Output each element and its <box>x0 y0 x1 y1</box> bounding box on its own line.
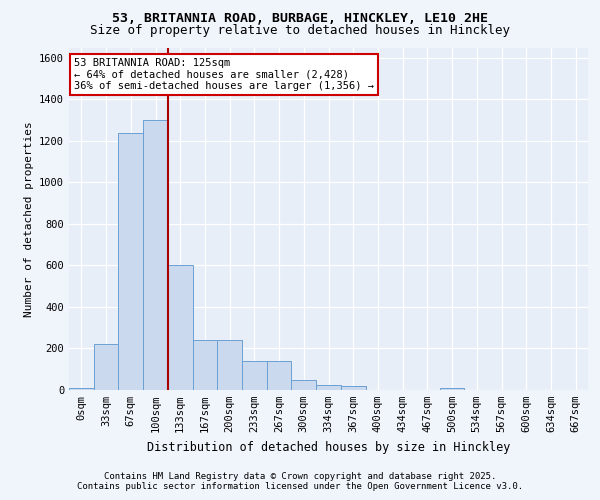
Bar <box>143 120 168 390</box>
Y-axis label: Number of detached properties: Number of detached properties <box>23 121 34 316</box>
Bar <box>118 132 143 390</box>
Text: Contains HM Land Registry data © Crown copyright and database right 2025.: Contains HM Land Registry data © Crown c… <box>104 472 496 481</box>
Bar <box>440 388 464 390</box>
Bar <box>217 340 242 390</box>
Text: Size of property relative to detached houses in Hinckley: Size of property relative to detached ho… <box>90 24 510 37</box>
Bar <box>242 361 267 390</box>
Text: 53, BRITANNIA ROAD, BURBAGE, HINCKLEY, LE10 2HE: 53, BRITANNIA ROAD, BURBAGE, HINCKLEY, L… <box>112 12 488 26</box>
Bar <box>168 266 193 390</box>
Bar <box>316 385 341 390</box>
Bar <box>292 380 316 390</box>
Bar <box>94 344 118 390</box>
Bar <box>69 388 94 390</box>
Bar <box>193 340 217 390</box>
X-axis label: Distribution of detached houses by size in Hinckley: Distribution of detached houses by size … <box>147 440 510 454</box>
Bar <box>267 361 292 390</box>
Text: 53 BRITANNIA ROAD: 125sqm
← 64% of detached houses are smaller (2,428)
36% of se: 53 BRITANNIA ROAD: 125sqm ← 64% of detac… <box>74 58 374 91</box>
Text: Contains public sector information licensed under the Open Government Licence v3: Contains public sector information licen… <box>77 482 523 491</box>
Bar <box>341 386 365 390</box>
